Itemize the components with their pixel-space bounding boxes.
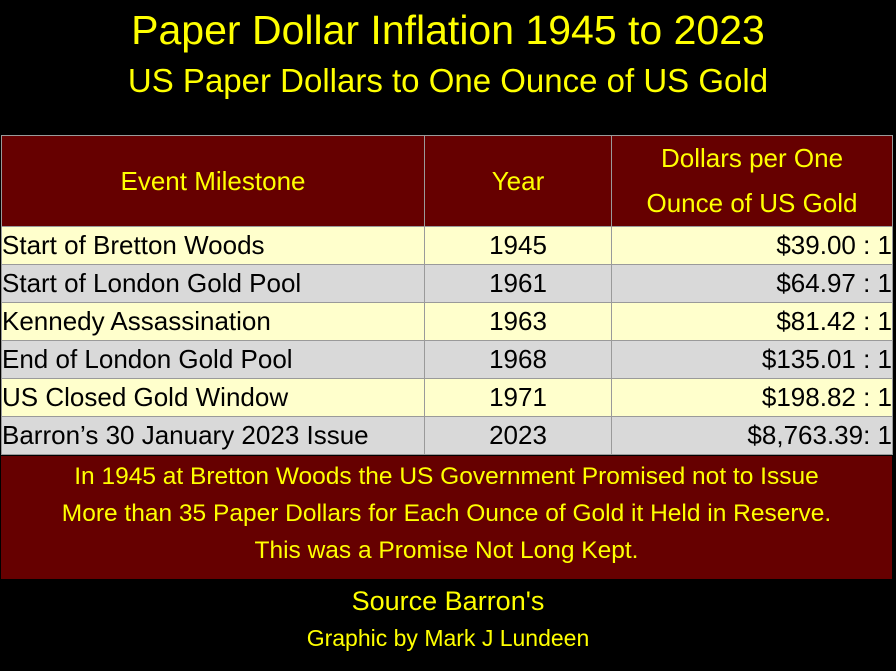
header-dollars-line1: Dollars per One <box>660 143 844 173</box>
cell-event: Barron’s 30 January 2023 Issue <box>1 416 425 455</box>
table-row: Kennedy Assassination 1963 $81.42 : 1 <box>1 302 893 341</box>
cell-year: 1971 <box>424 378 612 417</box>
header-dollars: Dollars per One Ounce of US Gold <box>611 135 893 227</box>
header-row: Event Milestone Year Dollars per One Oun… <box>1 135 893 227</box>
table-row: Start of London Gold Pool 1961 $64.97 : 1 <box>1 264 893 303</box>
source-label: Source Barron's <box>351 586 545 616</box>
data-table: Event Milestone Year Dollars per One Oun… <box>1 135 893 455</box>
cell-dollars: $64.97 : 1 <box>611 264 893 303</box>
cell-event: US Closed Gold Window <box>1 378 425 417</box>
note-box: In 1945 at Bretton Woods the US Governme… <box>1 456 892 579</box>
chart-subtitle: US Paper Dollars to One Ounce of US Gold <box>127 62 769 99</box>
table-row: Barron’s 30 January 2023 Issue 2023 $8,763… <box>1 416 893 455</box>
table-body: Start of Bretton Woods 1945 $39.00 : 1 Star… <box>1 226 893 455</box>
header-event: Event Milestone <box>1 135 425 227</box>
cell-dollars: $81.42 : 1 <box>611 302 893 341</box>
cell-event: Start of Bretton Woods <box>1 226 425 265</box>
cell-dollars: $8,763.39: 1 <box>611 416 893 455</box>
credit-label: Graphic by Mark J Lundeen <box>306 625 590 651</box>
cell-year: 1963 <box>424 302 612 341</box>
header-year: Year <box>424 135 612 227</box>
cell-year: 1961 <box>424 264 612 303</box>
cell-year: 2023 <box>424 416 612 455</box>
cell-dollars: $198.82 : 1 <box>611 378 893 417</box>
cell-dollars: $135.01 : 1 <box>611 340 893 379</box>
note-line: This was a Promise Not Long Kept. <box>254 537 639 564</box>
table-row: Start of Bretton Woods 1945 $39.00 : 1 <box>1 226 893 265</box>
cell-event: Kennedy Assassination <box>1 302 425 341</box>
chart-title: Paper Dollar Inflation 1945 to 2023 <box>131 7 765 53</box>
note-line: In 1945 at Bretton Woods the US Governme… <box>74 463 819 490</box>
table-row: US Closed Gold Window 1971 $198.82 : 1 <box>1 378 893 417</box>
header-dollars-line2: Ounce of US Gold <box>646 188 858 218</box>
cell-year: 1945 <box>424 226 612 265</box>
cell-dollars: $39.00 : 1 <box>611 226 893 265</box>
table-row: End of London Gold Pool 1968 $135.01 : 1 <box>1 340 893 379</box>
cell-event: Start of London Gold Pool <box>1 264 425 303</box>
note-line: More than 35 Paper Dollars for Each Ounc… <box>61 500 832 527</box>
cell-year: 1968 <box>424 340 612 379</box>
cell-event: End of London Gold Pool <box>1 340 425 379</box>
